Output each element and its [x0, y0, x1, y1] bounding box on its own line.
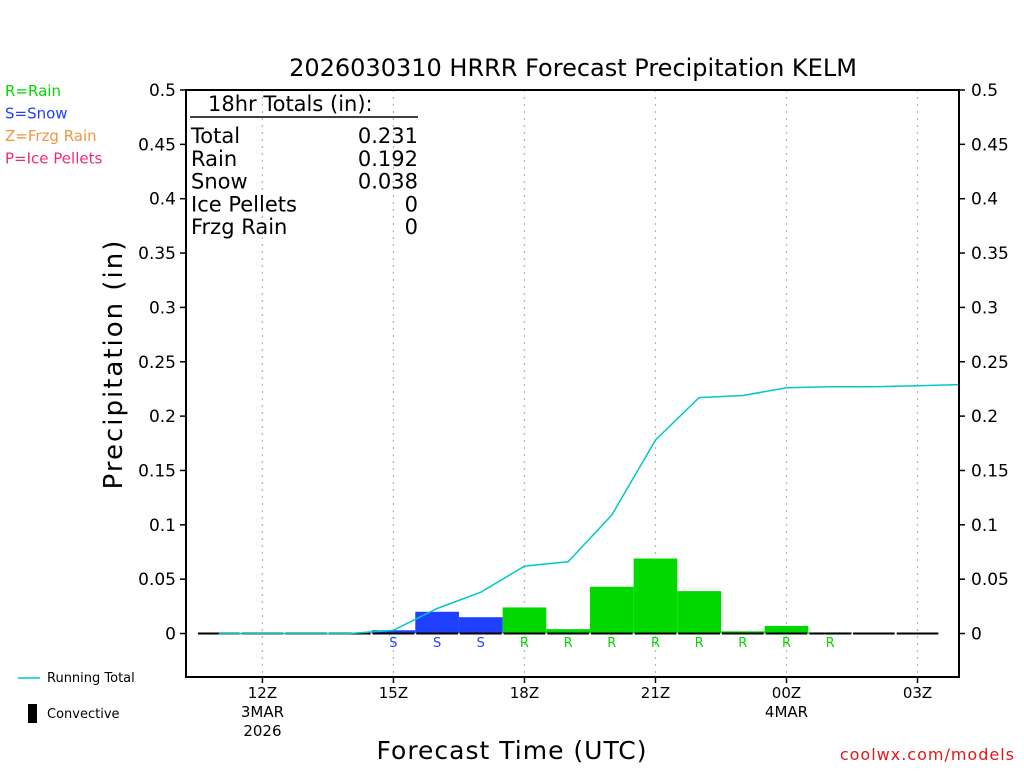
totals-row-label: Rain [191, 147, 237, 171]
x-tick-label: 15Z [379, 684, 408, 702]
totals-header: 18hr Totals (in): [208, 92, 373, 116]
y-tick-label: 0.05 [138, 570, 176, 590]
bar-series [371, 558, 853, 634]
y-tick-label-right: 0 [971, 625, 982, 645]
x-tick-label: 18Z [510, 684, 539, 702]
y-tick-label: 0.3 [149, 298, 176, 318]
running-total-legend-label: Running Total [47, 671, 135, 686]
totals-row-label: Ice Pellets [191, 192, 297, 216]
x-tick-label: 3MAR [241, 703, 284, 721]
x-axis-label: Forecast Time (UTC) [377, 736, 648, 765]
bar [415, 611, 459, 634]
y-tick-label: 0.45 [138, 135, 176, 155]
y-tick-label: 0.1 [149, 516, 176, 536]
chart-title: 2026030310 HRRR Forecast Precipitation K… [289, 54, 857, 82]
totals-row-label: Frzg Rain [191, 215, 287, 239]
bar [546, 629, 590, 634]
y-tick-label-right: 0.15 [971, 461, 1009, 481]
bar [589, 586, 634, 634]
y-axis-label: Precipitation (in) [99, 239, 129, 490]
precip-type-label: R [564, 636, 573, 651]
precip-type-legend: R=Rain S=Snow Z=Frzg Rain P=Ice Pellets [5, 82, 102, 168]
y-tick-label-right: 0.2 [971, 407, 998, 427]
bar [502, 607, 547, 634]
x-tick-label: 2026 [243, 722, 281, 740]
totals-row-value: 0.231 [358, 124, 418, 148]
y-axis-left: 0.5 0.45 0.4 0.35 0.3 0.25 0.2 0.15 0.1 0.05 0 [138, 81, 186, 645]
credit-label: coolwx.com/models [840, 745, 1015, 764]
running-total-line [218, 383, 960, 635]
precip-type-legend-entry: R=Rain [5, 82, 61, 100]
y-tick-label-right: 0.5 [971, 81, 998, 101]
y-tick-label-right: 0.25 [971, 353, 1009, 373]
precip-type-label: R [826, 636, 835, 651]
precip-type-label: R [520, 636, 529, 651]
y-tick-label: 0.2 [149, 407, 176, 427]
bar [720, 631, 765, 634]
y-tick-label-right: 0.1 [971, 516, 998, 536]
totals-box: 18hr Totals (in): Total 0.231 Rain 0.192 Sno… [190, 92, 418, 239]
y-tick-label-right: 0.4 [971, 190, 998, 210]
precip-type-legend-entry: P=Ice Pellets [5, 150, 102, 168]
totals-row-value: 0 [405, 192, 418, 216]
plot-frame [185, 89, 960, 678]
x-tick-label: 4MAR [765, 703, 808, 721]
totals-row-label: Snow [191, 170, 248, 194]
y-tick-label: 0 [165, 625, 176, 645]
convective-legend-swatch [28, 704, 37, 723]
convective-legend: Convective [28, 704, 120, 723]
totals-row-value: 0.038 [358, 170, 418, 194]
y-axis-right: 0.5 0.45 0.4 0.35 0.3 0.25 0.2 0.15 0.1 0.05 0 [959, 81, 1009, 645]
y-tick-label: 0.35 [138, 244, 176, 264]
precip-type-label: R [651, 636, 660, 651]
x-tick-label: 12Z [248, 684, 277, 702]
totals-row-value: 0 [405, 215, 418, 239]
precip-type-label: R [738, 636, 747, 651]
running-total-legend: Running Total [18, 671, 135, 686]
totals-row-value: 0.192 [358, 147, 418, 171]
precip-type-legend-entry: Z=Frzg Rain [5, 127, 97, 145]
y-tick-label-right: 0.35 [971, 244, 1009, 264]
bar [764, 625, 809, 634]
x-tick-label: 03Z [903, 684, 932, 702]
precip-type-label: S [389, 636, 397, 651]
bar [633, 558, 678, 634]
y-tick-label: 0.5 [149, 81, 176, 101]
convective-legend-label: Convective [47, 707, 120, 722]
y-tick-label-right: 0.45 [971, 135, 1009, 155]
precip-type-label: S [477, 636, 485, 651]
totals-row-label: Total [190, 124, 240, 148]
x-tick-label: 00Z [772, 684, 801, 702]
precip-type-legend-entry: S=Snow [5, 105, 68, 123]
precip-type-label: R [695, 636, 704, 651]
y-tick-label-right: 0.05 [971, 570, 1009, 590]
y-tick-label: 0.15 [138, 461, 176, 481]
y-tick-label: 0.25 [138, 353, 176, 373]
bar [371, 630, 416, 634]
y-tick-label: 0.4 [149, 190, 176, 210]
precip-type-label: R [782, 636, 791, 651]
bar [458, 617, 503, 634]
running-total-series [218, 383, 960, 635]
x-tick-label: 21Z [641, 684, 670, 702]
precip-type-label: S [433, 636, 441, 651]
precip-type-label: R [607, 636, 616, 651]
y-tick-label-right: 0.3 [971, 298, 998, 318]
bar [677, 591, 721, 634]
